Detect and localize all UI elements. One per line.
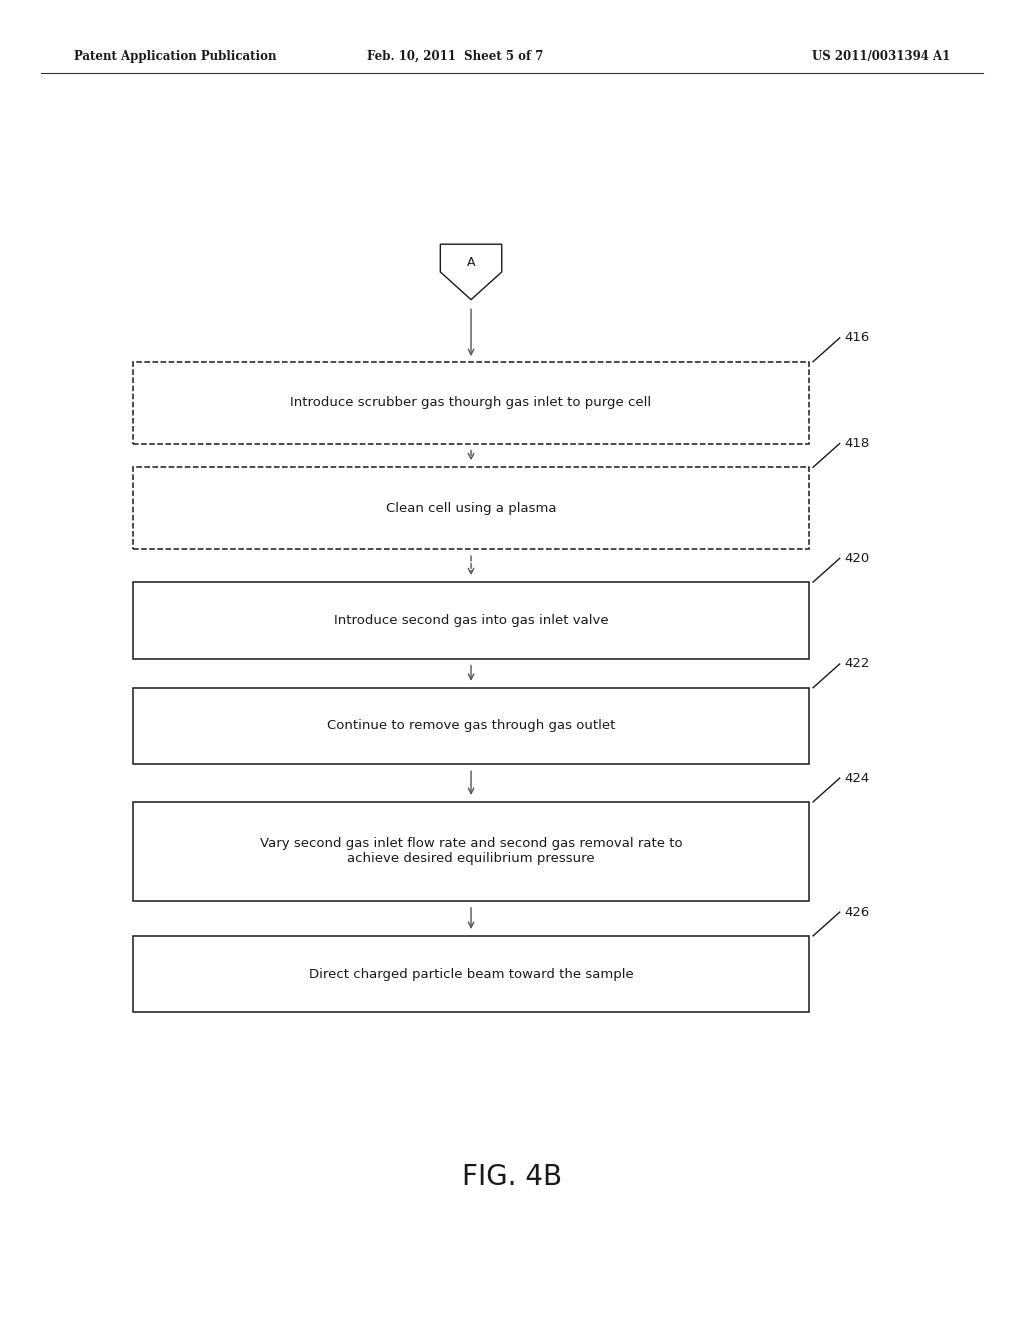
Text: A: A — [467, 256, 475, 268]
Text: 416: 416 — [845, 331, 870, 345]
Text: Introduce scrubber gas thourgh gas inlet to purge cell: Introduce scrubber gas thourgh gas inlet… — [291, 396, 651, 409]
Text: Continue to remove gas through gas outlet: Continue to remove gas through gas outle… — [327, 719, 615, 733]
Text: 424: 424 — [845, 772, 870, 784]
FancyBboxPatch shape — [133, 801, 809, 900]
Text: Clean cell using a plasma: Clean cell using a plasma — [386, 502, 556, 515]
Text: Vary second gas inlet flow rate and second gas removal rate to
achieve desired e: Vary second gas inlet flow rate and seco… — [260, 837, 682, 866]
Text: FIG. 4B: FIG. 4B — [462, 1163, 562, 1192]
FancyBboxPatch shape — [133, 936, 809, 1012]
Text: Direct charged particle beam toward the sample: Direct charged particle beam toward the … — [308, 968, 634, 981]
Text: US 2011/0031394 A1: US 2011/0031394 A1 — [812, 50, 950, 63]
Text: 426: 426 — [845, 906, 870, 919]
Text: 418: 418 — [845, 437, 870, 450]
FancyBboxPatch shape — [133, 582, 809, 659]
FancyBboxPatch shape — [133, 688, 809, 764]
Text: 420: 420 — [845, 552, 870, 565]
Text: Introduce second gas into gas inlet valve: Introduce second gas into gas inlet valv… — [334, 614, 608, 627]
Text: Patent Application Publication: Patent Application Publication — [74, 50, 276, 63]
FancyBboxPatch shape — [133, 467, 809, 549]
Text: Feb. 10, 2011  Sheet 5 of 7: Feb. 10, 2011 Sheet 5 of 7 — [368, 50, 544, 63]
FancyBboxPatch shape — [133, 362, 809, 444]
Text: 422: 422 — [845, 657, 870, 671]
